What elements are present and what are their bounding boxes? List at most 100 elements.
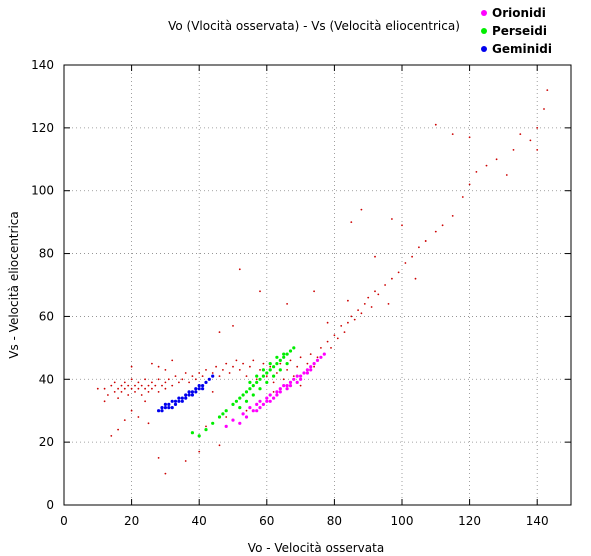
data-point	[190, 393, 194, 397]
data-point	[123, 387, 126, 390]
data-point	[170, 399, 174, 403]
data-point	[286, 369, 288, 371]
data-point	[140, 384, 143, 387]
data-point	[137, 387, 140, 390]
data-point	[299, 356, 302, 359]
data-point	[238, 369, 241, 371]
data-point	[360, 208, 363, 211]
data-point	[238, 406, 242, 410]
data-point	[180, 399, 184, 403]
data-point	[123, 381, 126, 384]
data-point	[289, 359, 292, 362]
data-point	[288, 380, 293, 384]
data-point	[204, 380, 208, 384]
data-point	[157, 409, 161, 413]
data-point	[536, 149, 539, 151]
data-point	[424, 240, 427, 242]
data-point	[180, 396, 184, 400]
data-point	[543, 108, 545, 110]
data-point	[292, 346, 296, 350]
data-point	[225, 362, 228, 365]
data-point	[137, 416, 140, 418]
data-point	[197, 434, 201, 438]
data-point	[259, 369, 261, 371]
data-point	[279, 362, 282, 365]
data-point	[269, 365, 272, 368]
data-point	[197, 384, 201, 388]
data-point	[160, 409, 164, 413]
data-point	[255, 409, 259, 413]
data-point	[315, 358, 320, 362]
data-point	[147, 384, 150, 387]
data-point	[244, 415, 249, 419]
data-point	[313, 365, 315, 368]
data-point	[441, 224, 444, 227]
data-point	[211, 421, 215, 425]
data-point	[173, 399, 178, 403]
y-tick-label: 80	[39, 247, 54, 261]
data-point	[130, 387, 133, 390]
data-point	[360, 312, 363, 315]
data-point	[144, 400, 147, 403]
data-point	[178, 381, 180, 384]
data-point	[468, 183, 471, 186]
legend-label: Geminidi	[492, 42, 552, 56]
data-point	[164, 387, 167, 390]
x-tick-label: 0	[60, 514, 68, 528]
data-point	[282, 352, 286, 356]
data-point	[201, 384, 205, 388]
legend-marker	[481, 10, 487, 16]
data-point	[374, 290, 376, 293]
data-point	[188, 381, 191, 384]
data-point	[248, 380, 252, 384]
data-point	[367, 296, 370, 299]
data-point	[137, 381, 140, 384]
data-point	[245, 409, 248, 412]
data-point	[295, 374, 299, 378]
data-point	[241, 412, 245, 416]
data-point	[309, 353, 312, 355]
data-point	[319, 355, 323, 359]
data-point	[234, 399, 238, 403]
data-point	[211, 391, 214, 393]
data-point	[242, 362, 245, 365]
data-point	[259, 290, 261, 293]
legend-marker	[481, 28, 487, 34]
data-point	[222, 369, 224, 371]
y-tick-label: 0	[46, 498, 54, 512]
data-point	[249, 365, 251, 368]
data-point	[190, 431, 194, 435]
data-point	[211, 372, 214, 374]
data-point	[194, 390, 198, 394]
data-point	[130, 378, 133, 381]
data-point	[258, 387, 262, 391]
data-point	[261, 368, 265, 372]
data-point	[302, 371, 306, 375]
data-point	[299, 377, 303, 381]
data-point	[255, 378, 258, 381]
x-tick-label: 60	[259, 514, 274, 528]
data-point	[251, 393, 255, 397]
x-tick-label: 20	[124, 514, 139, 528]
data-point	[174, 375, 177, 377]
data-point	[103, 387, 106, 390]
data-point	[350, 221, 353, 224]
data-point	[157, 378, 160, 381]
data-point	[512, 149, 515, 151]
data-point	[205, 369, 207, 371]
data-point	[288, 349, 293, 353]
data-point	[333, 334, 336, 337]
y-tick-label: 140	[31, 58, 54, 72]
data-point	[225, 416, 228, 418]
chart-title: Vo (Vlocità osservata) - Vs (Velocità el…	[168, 19, 460, 33]
data-point	[258, 377, 262, 381]
data-point	[241, 393, 245, 397]
data-point	[164, 381, 167, 384]
data-point	[130, 409, 133, 412]
data-point	[96, 387, 99, 390]
plot-frame	[63, 64, 572, 506]
data-point	[228, 372, 231, 374]
data-point	[363, 303, 366, 305]
data-point	[194, 378, 197, 381]
x-tick-label: 100	[391, 514, 414, 528]
